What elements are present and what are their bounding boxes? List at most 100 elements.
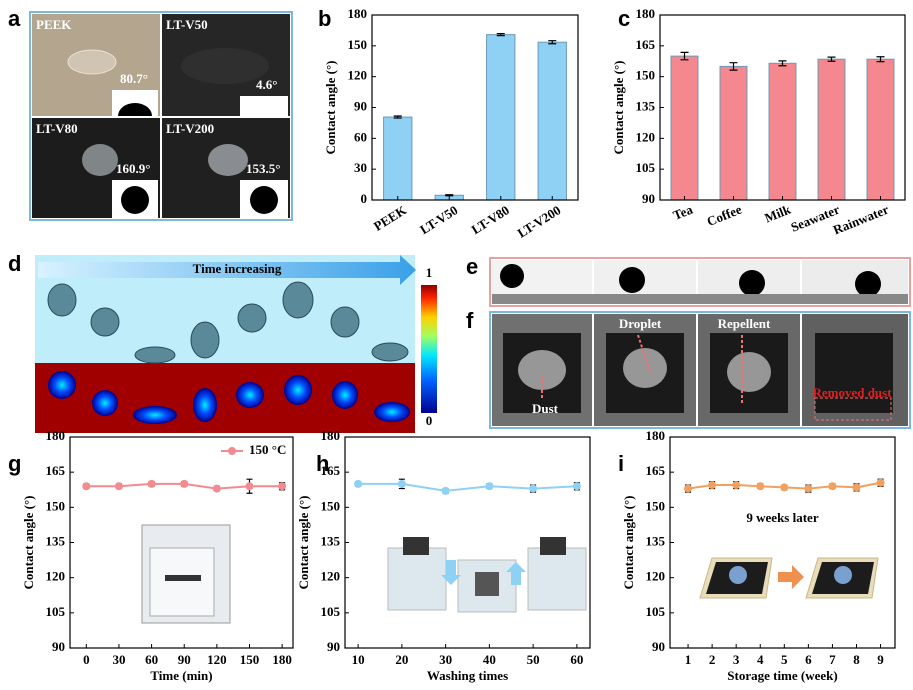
panel-f: Droplet Repellent Dust Removed dust	[489, 311, 911, 429]
error-bar	[680, 51, 689, 61]
point	[180, 479, 189, 488]
point	[708, 481, 717, 490]
drop	[739, 270, 765, 296]
y-axis-label: Contact angle (°)	[323, 60, 338, 154]
point	[684, 484, 693, 493]
y-tick-label: 180	[348, 6, 368, 21]
y-tick-label: 180	[636, 6, 656, 21]
photo-label: Dust	[532, 401, 559, 416]
beaker	[457, 559, 517, 613]
arrow	[778, 565, 804, 589]
bar	[670, 55, 699, 201]
y-tick-label: 150	[321, 498, 341, 513]
y-tick-label: 90	[52, 639, 65, 654]
beaker	[527, 547, 587, 611]
sample-name: LT-V200	[166, 121, 214, 136]
y-tick-label: 105	[636, 160, 656, 175]
x-tick-label: 1	[685, 652, 692, 667]
error-bar	[778, 60, 787, 67]
x-tick-label: 3	[733, 652, 740, 667]
y-axis-label: Contact angle (°)	[296, 495, 311, 589]
x-tick-label: 150	[240, 652, 260, 667]
arrow-up	[506, 562, 526, 585]
error-bar	[445, 194, 454, 197]
y-tick-label: 60	[354, 129, 367, 144]
x-tick-label: 8	[853, 652, 860, 667]
panel-letters: a b c d e f g h i	[8, 6, 630, 476]
error-bar	[729, 62, 738, 71]
point	[828, 482, 837, 491]
plot-frame	[659, 14, 906, 201]
droplet	[181, 48, 269, 84]
y-tick-label: 120	[348, 68, 368, 83]
sample	[403, 537, 429, 555]
panel-letter: d	[8, 251, 21, 276]
y-tick-label: 120	[46, 569, 66, 584]
error-bar	[548, 40, 557, 45]
plot-frame	[344, 436, 591, 649]
droplet	[67, 49, 117, 75]
sample	[540, 537, 566, 555]
bar	[383, 116, 413, 201]
inset	[240, 96, 288, 116]
y-tick-label: 165	[46, 463, 66, 478]
bar	[719, 65, 748, 201]
colorbar-label: 0	[426, 413, 433, 428]
x-tick-label: 6	[805, 652, 812, 667]
point	[529, 484, 538, 493]
panel-letter: i	[618, 451, 624, 476]
arrow-down	[441, 560, 461, 585]
line	[358, 482, 577, 492]
bar	[866, 58, 895, 201]
point	[114, 482, 123, 491]
plot-frame	[669, 436, 896, 649]
y-tick-label: 180	[646, 428, 666, 443]
point	[852, 483, 861, 492]
angle-label: 160.9°	[116, 161, 150, 176]
angle-label: 153.5°	[246, 161, 280, 176]
y-axis-label: Contact angle (°)	[621, 495, 636, 589]
point	[876, 478, 885, 487]
x-tick-label: 2	[709, 652, 716, 667]
y-tick-label: 120	[321, 569, 341, 584]
x-tick-label: Tea	[671, 201, 695, 222]
plate	[815, 333, 893, 413]
y-axis-label: Contact angle (°)	[21, 495, 36, 589]
x-tick-label: 10	[352, 652, 365, 667]
y-tick-label: 90	[652, 639, 665, 654]
error-bar	[827, 56, 836, 62]
point	[212, 484, 221, 493]
inset-oven	[141, 524, 231, 624]
oven-door	[149, 547, 215, 617]
panel-letter: c	[618, 6, 630, 31]
droplet	[208, 144, 248, 176]
bar	[486, 34, 516, 201]
inset-drop	[118, 103, 152, 116]
x-tick-label: LT-V80	[469, 202, 512, 237]
colorbar-label: 1	[426, 265, 433, 280]
point	[572, 482, 581, 491]
point	[780, 483, 789, 492]
sample-name: LT-V50	[166, 17, 208, 32]
x-tick-label: 7	[829, 652, 836, 667]
point	[82, 482, 91, 491]
point	[732, 481, 741, 490]
x-axis-label: Time (min)	[150, 668, 212, 683]
x-tick-label: PEEK	[371, 202, 410, 234]
photo-label: Droplet	[619, 316, 662, 331]
arrow-label: Time increasing	[193, 261, 282, 276]
y-tick-label: 105	[646, 604, 666, 619]
sample-name: LT-V80	[36, 121, 78, 136]
y-tick-label: 135	[646, 533, 666, 548]
x-tick-label: 9	[877, 652, 884, 667]
bar	[537, 41, 567, 201]
drop	[619, 267, 645, 293]
x-tick-label: 20	[395, 652, 408, 667]
field-drops	[48, 371, 410, 424]
y-tick-label: 150	[646, 498, 666, 513]
x-tick-label: 60	[145, 652, 158, 667]
panel-letter: e	[466, 254, 478, 279]
panel-letter: b	[318, 6, 331, 31]
x-tick-label: LT-V200	[515, 202, 564, 240]
